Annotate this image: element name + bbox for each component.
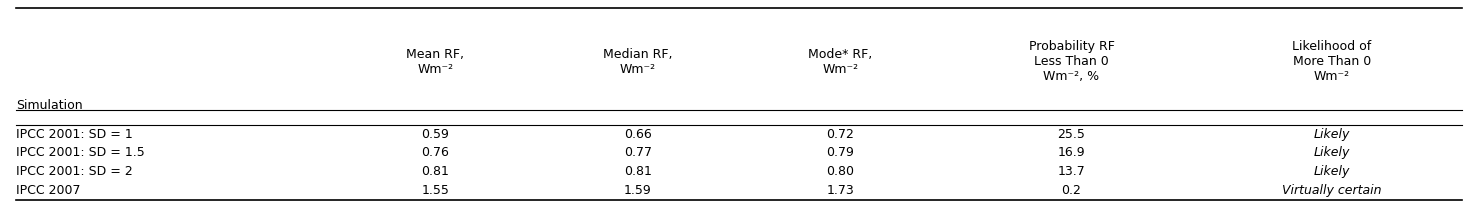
Text: 0.2: 0.2: [1061, 184, 1082, 197]
Text: 13.7: 13.7: [1058, 166, 1085, 178]
Text: Likely: Likely: [1314, 128, 1349, 141]
Text: Likelihood of
More Than 0
Wm⁻²: Likelihood of More Than 0 Wm⁻²: [1292, 40, 1372, 83]
Text: Likely: Likely: [1314, 166, 1349, 178]
Text: 1.59: 1.59: [624, 184, 652, 197]
Text: IPCC 2001: SD = 1.5: IPCC 2001: SD = 1.5: [16, 146, 145, 160]
Text: 0.81: 0.81: [421, 166, 449, 178]
Text: Probability RF
Less Than 0
Wm⁻², %: Probability RF Less Than 0 Wm⁻², %: [1029, 40, 1114, 83]
Text: 0.72: 0.72: [826, 128, 854, 141]
Text: Simulation: Simulation: [16, 99, 83, 112]
Text: 0.81: 0.81: [624, 166, 652, 178]
Text: 1.55: 1.55: [421, 184, 449, 197]
Text: Mean RF,
Wm⁻²: Mean RF, Wm⁻²: [406, 48, 464, 76]
Text: Virtually certain: Virtually certain: [1281, 184, 1382, 197]
Text: IPCC 2001: SD = 1: IPCC 2001: SD = 1: [16, 128, 133, 141]
Text: IPCC 2007: IPCC 2007: [16, 184, 81, 197]
Text: Mode* RF,
Wm⁻²: Mode* RF, Wm⁻²: [808, 48, 872, 76]
Text: 0.76: 0.76: [421, 146, 449, 160]
Text: 0.66: 0.66: [624, 128, 652, 141]
Text: Likely: Likely: [1314, 146, 1349, 160]
Text: 0.80: 0.80: [826, 166, 854, 178]
Text: Median RF,
Wm⁻²: Median RF, Wm⁻²: [603, 48, 672, 76]
Text: 1.73: 1.73: [826, 184, 854, 197]
Text: 25.5: 25.5: [1058, 128, 1085, 141]
Text: 0.59: 0.59: [421, 128, 449, 141]
Text: 0.77: 0.77: [624, 146, 652, 160]
Text: 0.79: 0.79: [826, 146, 854, 160]
Text: 16.9: 16.9: [1058, 146, 1085, 160]
Text: IPCC 2001: SD = 2: IPCC 2001: SD = 2: [16, 166, 133, 178]
